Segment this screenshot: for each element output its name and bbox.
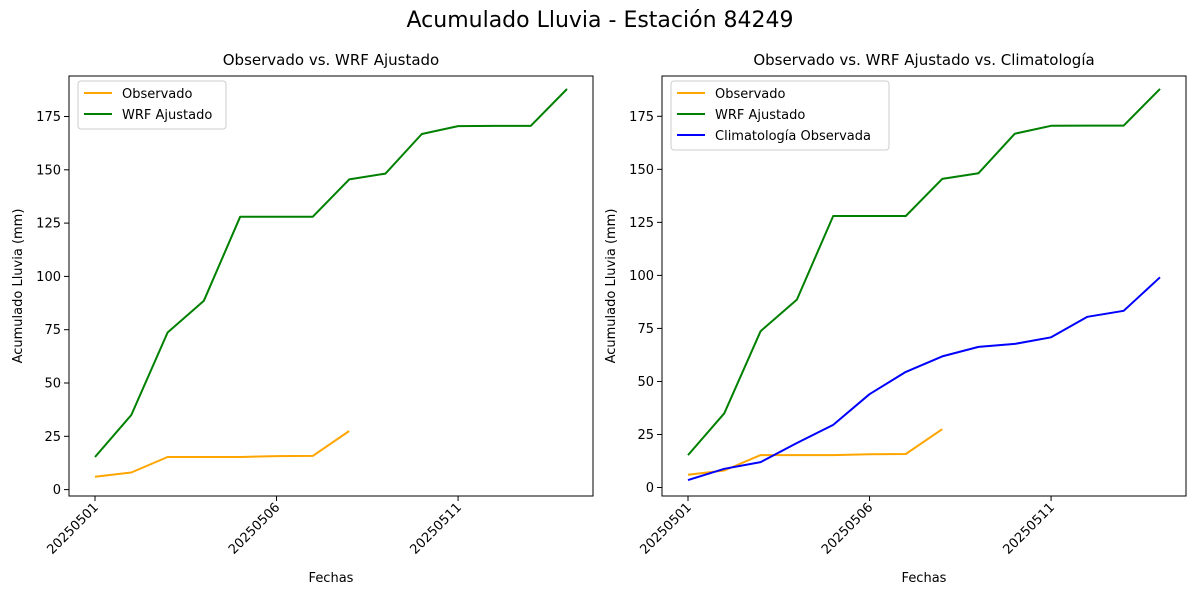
chart-2: Observado vs. WRF Ajustado vs. Climatolo…	[604, 51, 1187, 586]
chart-2-series-line-3	[687, 276, 1161, 482]
chart-1-plot-frame	[68, 75, 594, 497]
chart-1: Observado vs. WRF Ajustado 0 25 50 75 100 125 1…	[11, 51, 594, 586]
chart-1-legend-box	[77, 80, 227, 130]
chart-2-y-tick-label: 75	[637, 322, 654, 337]
chart-2-title: Observado vs. WRF Ajustado vs. Climatolo…	[753, 51, 1094, 69]
chart-1-x-axis-label: Fechas	[309, 571, 354, 586]
chart-2-x-tick-label: 20250511	[1001, 500, 1058, 557]
chart-2-legend-label: Observado	[715, 87, 786, 102]
chart-1-y-tick-label: 100	[36, 270, 61, 285]
chart-2-y-tick-label: 175	[629, 110, 654, 125]
chart-1-x-tick-label: 20250501	[44, 500, 101, 557]
chart-2-y-tick-label: 100	[629, 269, 654, 284]
figure-title: Acumulado Lluvia - Estación 84249	[406, 8, 794, 33]
chart-2-y-tick-label: 50	[637, 375, 654, 390]
chart-1-y-tick-label: 175	[36, 110, 61, 125]
chart-1-y-tick-label: 150	[36, 163, 61, 178]
chart-1-x-tick-label: 20250506	[226, 500, 283, 557]
chart-1-y-tick-label: 75	[44, 323, 61, 338]
chart-1-series-line-1	[94, 430, 350, 478]
chart-2-y-tick-label: 0	[646, 481, 654, 496]
chart-1-y-tick-label: 50	[44, 377, 61, 392]
chart-2-plot-frame	[661, 75, 1187, 497]
chart-2-x-tick-label: 20250506	[819, 500, 876, 557]
chart-2-x-axis-label: Fechas	[902, 571, 947, 586]
chart-2-legend-label: WRF Ajustado	[715, 108, 805, 123]
chart-1-title: Observado vs. WRF Ajustado	[223, 51, 439, 69]
chart-1-y-tick-label: 0	[53, 483, 61, 498]
chart-2-series-line-2	[687, 88, 1161, 456]
chart-2-y-tick-label: 25	[637, 428, 654, 443]
chart-2-x-tick-label: 20250501	[637, 500, 694, 557]
chart-2-legend-label: Climatología Observada	[715, 129, 871, 144]
chart-1-legend-label: Observado	[122, 87, 193, 102]
chart-2-y-tick-label: 125	[629, 216, 654, 231]
chart-2-y-tick-label: 150	[629, 163, 654, 178]
chart-1-y-tick-label: 125	[36, 217, 61, 232]
chart-2-legend-box	[670, 80, 890, 151]
chart-1-y-tick-label: 25	[44, 430, 61, 445]
chart-1-legend-label: WRF Ajustado	[122, 108, 212, 123]
chart-2-y-axis-label: Acumulado Lluvia (mm)	[604, 209, 619, 364]
chart-1-series-line-2	[94, 88, 568, 458]
chart-1-x-tick-label: 20250511	[408, 500, 465, 557]
chart-1-y-axis-label: Acumulado Lluvia (mm)	[11, 209, 26, 364]
